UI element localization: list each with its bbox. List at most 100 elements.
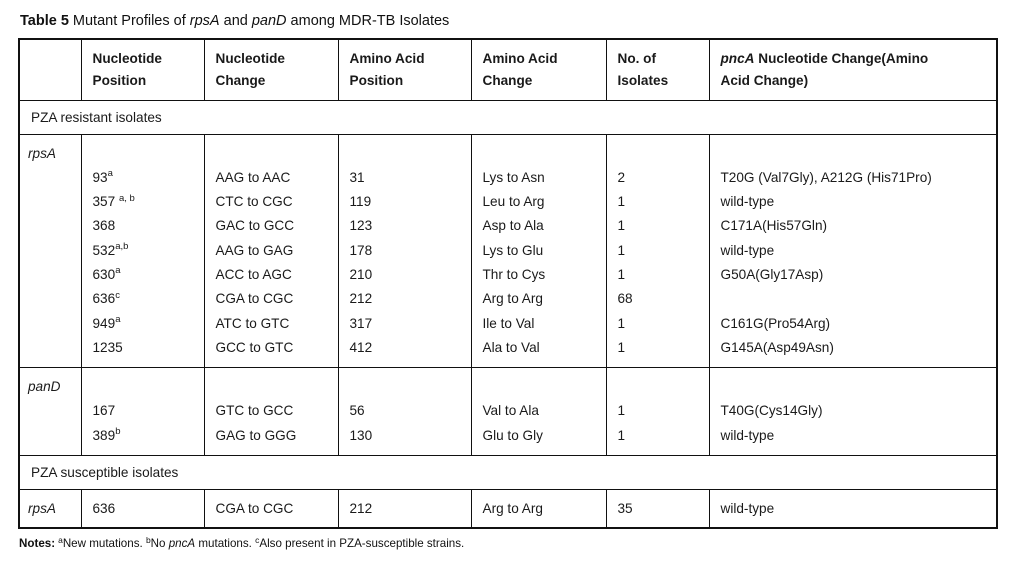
value: 532 [92,242,116,258]
cell-no-of-isolates: 2 1 1 1 1 68 1 1 [605,133,710,369]
value: 357 [92,194,119,210]
header-line: Nucleotide [92,51,163,66]
pnca-change-value [721,287,993,311]
value: 389 [92,427,116,443]
amino-acid-change-value: Lys to Glu [482,242,544,258]
spacer [483,142,602,166]
nucleotide-change-value: CTC to CGC [215,194,293,210]
spacer [350,375,467,399]
cell-pnca-change: T40G(Cys14Gly) wild-type [708,367,998,457]
isolate-count: 1 [617,242,626,258]
note-c-text: Also present in PZA-susceptible strains. [259,536,465,550]
nucleotide-position-value: 93a [93,166,200,190]
spacer [93,142,200,166]
header-line: Change [482,72,533,88]
pnca-change-value: wild-type [720,242,775,258]
section-label: PZA resistant isolates [18,99,998,135]
header-gene-empty [18,38,82,101]
header-line: Amino Acid [482,51,558,66]
header-line: Change [215,72,266,88]
gene-block-rpsa: rpsA 93a 357 a, b 368 532a,b 630a 636c 9… [18,133,998,369]
caption-text-2: and [219,13,252,29]
isolate-count: 1 [617,339,626,355]
pnca-change-value: wild-type [720,427,775,443]
cell-nucleotide-position: 167 389b [80,367,205,457]
cell-amino-acid-change: Val to Ala Glu to Gly [470,367,607,457]
header-line: Isolates [617,72,669,88]
cell-nucleotide-change: CGA to CGC [203,489,339,529]
notes-label: Notes: [19,536,56,550]
footnote-mark-c: c [255,534,260,545]
amino-acid-position-value: 178 [349,242,373,258]
value: 93 [92,169,108,185]
cell-amino-acid-change: Lys to Asn Leu to Arg Asp to Ala Lys to … [470,133,607,369]
cell-pnca-change: wild-type [708,489,998,529]
section-band-pza-susceptible: PZA susceptible isolates [18,455,998,491]
nucleotide-change-value: AAG to GAG [215,242,294,258]
value: 636 [92,291,116,307]
nucleotide-position-value: 368 [93,214,200,238]
spacer [216,375,334,399]
value: 368 [92,218,116,234]
value: 167 [92,403,116,419]
nucleotide-change-value: ACC to AGC [215,266,292,282]
value: 630 [92,266,116,282]
section-label: PZA susceptible isolates [18,455,998,491]
cell-amino-acid-position: 212 [337,489,472,529]
isolate-count: 1 [617,194,626,210]
nucleotide-position-value: 532a,b [93,239,200,263]
table-number: Table 5 [20,13,69,29]
gene-name-rpsa: rpsA [28,145,56,161]
amino-acid-position-value: 212 [349,291,373,307]
spacer [721,375,993,399]
cell-no-of-isolates: 1 1 [605,367,710,457]
cell-nucleotide-change: AAG to AAC CTC to CGC GAC to GCC AAG to … [203,133,339,369]
footnote-mark: a,b [115,241,129,253]
isolate-count: 1 [617,218,626,234]
spacer [93,375,200,399]
amino-acid-position-value: 123 [349,218,373,234]
header-line: pncA Nucleotide Change(Amino [721,48,991,70]
cell-amino-acid-position: 56 130 [337,367,472,457]
pnca-change-value: C171A(His57Gln) [720,218,828,234]
cell-nucleotide-position: 93a 357 a, b 368 532a,b 630a 636c 949a 1… [80,133,205,369]
cell-no-of-isolates: 35 [605,489,710,529]
footnote-mark: a [115,314,121,326]
mutant-profiles-table: Nucleotide Position Nucleotide Change Am… [18,38,998,529]
note-a-text: New mutations. [62,536,146,550]
caption-text-1: Mutant Profiles of [68,13,190,29]
amino-acid-position-value: 412 [349,339,373,355]
gene-name-pand: panD [251,13,287,29]
amino-acid-position-value: 130 [349,427,373,443]
nucleotide-change-value: GAC to GCC [215,218,295,234]
header-nucleotide-change: Nucleotide Change [203,38,339,101]
isolate-count: 68 [617,291,633,307]
isolate-count: 1 [617,315,626,331]
pnca-change-value: T20G (Val7Gly), A212G (His71Pro) [720,169,932,185]
gene-name-pand: panD [28,379,61,395]
amino-acid-position-value: 31 [349,169,365,185]
footnote-mark: a, b [118,192,135,204]
nucleotide-change-value: GAG to GGG [215,427,297,443]
section-band-pza-resistant: PZA resistant isolates [18,99,998,135]
amino-acid-change-value: Arg to Arg [482,291,543,307]
pnca-change-value: wild-type [720,194,775,210]
header-line: Position [349,72,404,88]
cell-nucleotide-change: GTC to GCC GAG to GGG [203,367,339,457]
note-b-text-2: mutations. [195,536,256,550]
header-pnca-change: pncA Nucleotide Change(Amino Acid Change… [708,38,998,101]
gene-name-rpsa: rpsA [189,13,220,29]
header-line: Amino Acid [349,51,425,66]
header-line: No. of [617,51,657,66]
header-nucleotide-position: Nucleotide Position [80,38,205,101]
footnote-mark-b: b [145,534,151,545]
spacer [350,142,467,166]
nucleotide-change-value: GCC to GTC [215,339,294,355]
caption-text-3: among MDR-TB Isolates [286,13,450,29]
cell-gene: panD [18,367,82,457]
cell-amino-acid-position: 31 119 123 178 210 212 317 412 [337,133,472,369]
header-no-of-isolates: No. of Isolates [605,38,710,101]
footnote-mark: a [115,265,121,277]
amino-acid-change-value: Leu to Arg [482,194,545,210]
value: 1235 [92,339,123,355]
